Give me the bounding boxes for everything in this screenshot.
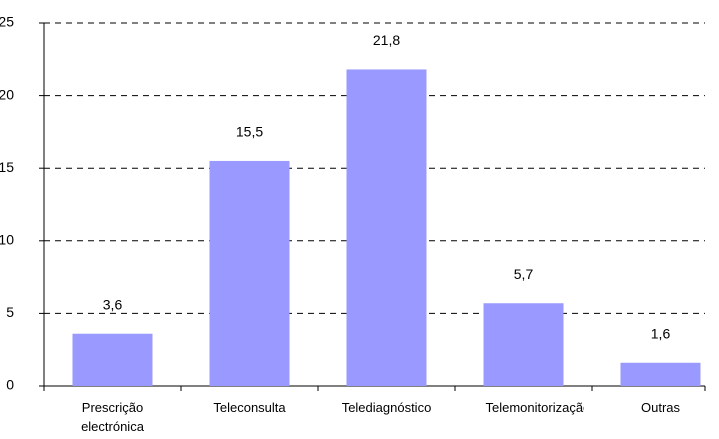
y-tick-label: 15 (0, 159, 14, 175)
x-tick-label: Teleconsulta (213, 400, 286, 415)
y-tick-label: 20 (0, 86, 14, 102)
value-label: 21,8 (373, 32, 400, 48)
bar (620, 362, 701, 386)
y-tick-label: 10 (0, 232, 14, 248)
x-tick-label: Outras (640, 400, 680, 415)
x-tick-label: Telediagnóstico (341, 400, 432, 415)
bar (346, 69, 427, 387)
y-tick-label: 0 (6, 377, 14, 393)
value-label: 5,7 (514, 266, 534, 282)
bar (209, 160, 290, 386)
value-label: 3,6 (103, 296, 123, 312)
x-label-box: Telemonitorização (485, 400, 584, 415)
bar (483, 303, 564, 386)
value-label: 1,6 (651, 325, 671, 341)
x-label-box: Outras (640, 400, 680, 415)
x-tick-label: Telemonitorização (485, 400, 584, 415)
bar (72, 333, 153, 386)
value-label: 15,5 (236, 124, 263, 140)
x-label-box: Teleconsulta (213, 400, 286, 415)
y-tick-label: 5 (6, 304, 14, 320)
x-tick-label: Prescrição electrónica (81, 400, 144, 434)
y-tick-label: 25 (0, 14, 14, 30)
x-label-box: Prescrição electrónica (81, 400, 144, 434)
x-label-box: Telediagnóstico (341, 400, 432, 415)
